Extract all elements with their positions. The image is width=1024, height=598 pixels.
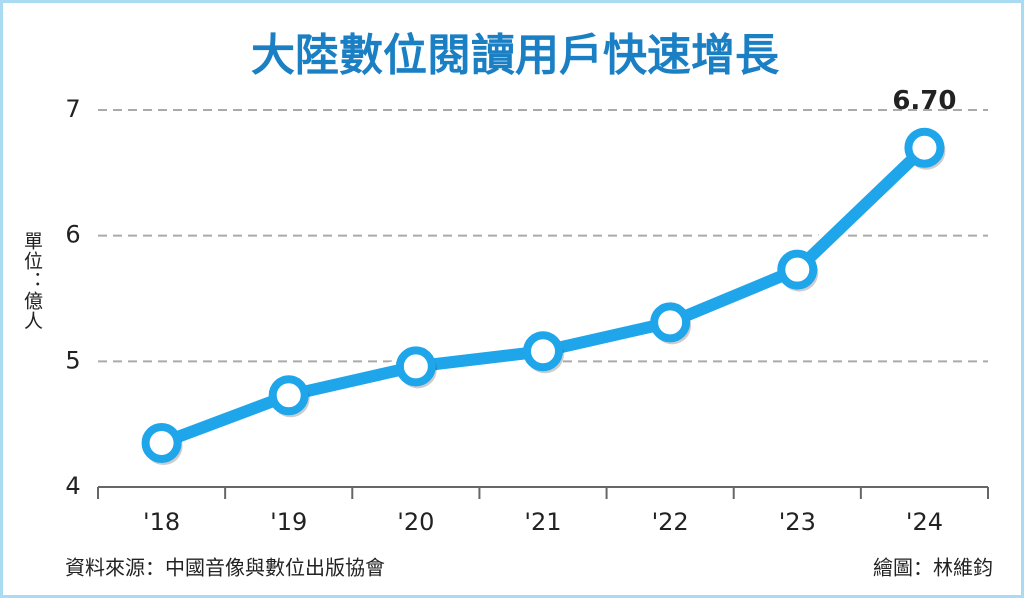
y-tick-label: 5 xyxy=(65,346,80,374)
marker xyxy=(777,249,818,290)
y-tick-label: 6 xyxy=(65,221,80,249)
x-tick-label: '21 xyxy=(524,508,561,536)
y-tick-label: 7 xyxy=(65,95,80,123)
credit: 繪圖：林維鈞 xyxy=(873,556,993,580)
marker xyxy=(904,127,945,168)
x-tick-label: '24 xyxy=(906,508,943,536)
y-tick-label: 4 xyxy=(65,472,80,500)
marker xyxy=(141,423,182,464)
chart-title: 大陸數位閱讀用戶快速增長 xyxy=(251,30,780,81)
x-tick-label: '18 xyxy=(143,508,180,536)
marker xyxy=(268,375,309,416)
chart-svg: 大陸數位閱讀用戶快速增長 資料來源：中國音像與數位出版協會 繪圖：林維鈞 4 5 6… xyxy=(65,30,993,580)
y-axis-label: 單位：億人 xyxy=(21,231,43,331)
marker xyxy=(523,331,563,372)
marker xyxy=(650,302,691,343)
x-tick-label: '23 xyxy=(779,508,816,536)
x-tick-label: '22 xyxy=(652,508,689,536)
data-label: 6.70 xyxy=(892,86,956,116)
x-tick-label: '19 xyxy=(270,508,307,536)
marker xyxy=(395,346,436,387)
x-tick-label: '20 xyxy=(397,508,434,536)
source: 資料來源：中國音像與數位出版協會 xyxy=(65,556,385,580)
